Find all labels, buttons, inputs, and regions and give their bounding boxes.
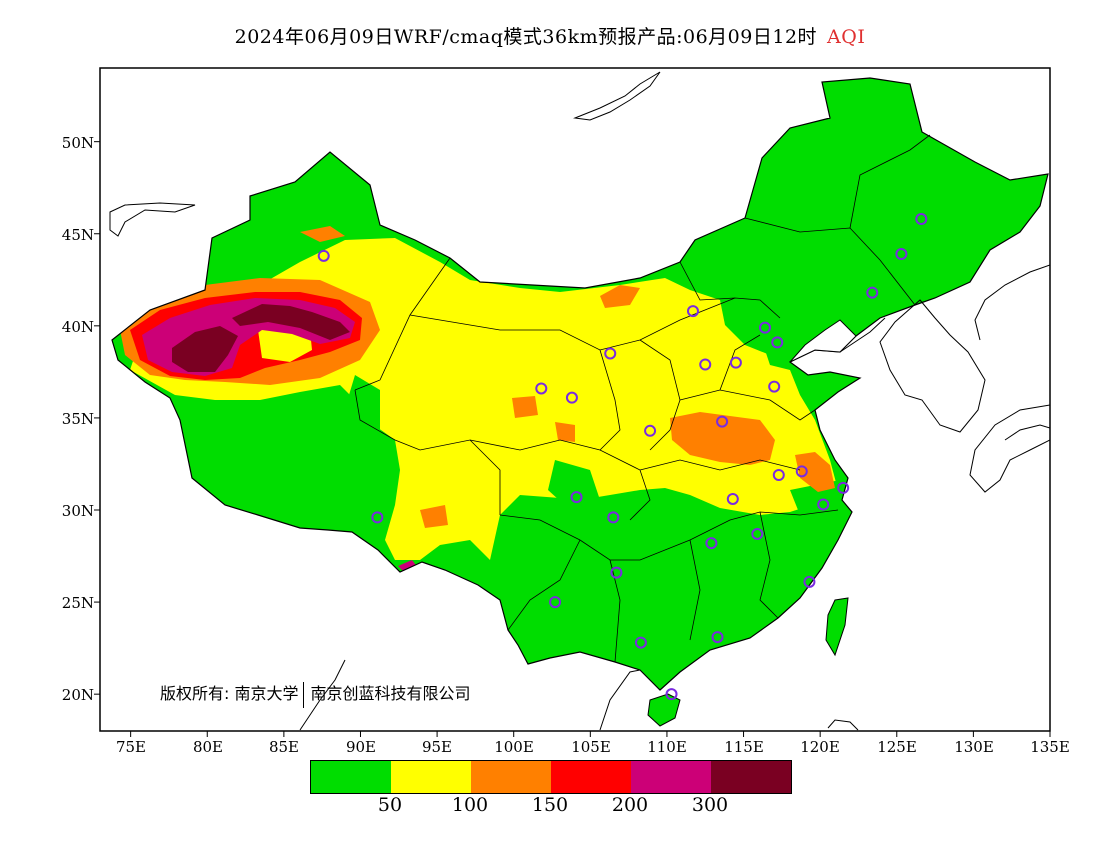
lat-label-45n: 45N	[61, 226, 94, 244]
lon-label-120e: 120E	[800, 738, 840, 756]
hainan-island	[647, 693, 681, 727]
aqi-level-usg-patch	[420, 505, 448, 528]
latitude-ticks	[94, 141, 100, 695]
station-marker	[644, 424, 657, 437]
lon-label-100e: 100E	[494, 738, 534, 756]
legend-threshold-200: 200	[611, 794, 649, 816]
province-boundaries	[354, 134, 931, 663]
lon-label-75e: 75E	[115, 738, 147, 756]
title-text: 2024年06月09日WRF/cmaq模式36km预报产品:06月09日12时	[234, 26, 818, 48]
station-marker	[772, 469, 785, 482]
aqi-level-hazardous	[232, 304, 350, 340]
station-marker	[317, 249, 330, 262]
copyright-notice: 版权所有: 南京大学 南京创蓝科技有限公司	[160, 680, 471, 708]
city-stations	[317, 213, 928, 701]
title-pollutant: AQI	[827, 26, 866, 48]
lon-label-90e: 90E	[345, 738, 377, 756]
aqi-level-usg-patch	[512, 396, 538, 418]
aqi-level-usg-patch	[600, 285, 640, 308]
legend-swatch-usg	[471, 761, 551, 793]
legend-swatch-hazardous	[711, 761, 791, 793]
legend-threshold-100: 100	[451, 794, 489, 816]
aqi-legend-colorbar	[310, 760, 792, 794]
copyright-org-nju: 南京大学	[234, 684, 299, 703]
lat-label-25n: 25N	[61, 594, 94, 612]
bohai-sea	[789, 319, 857, 363]
station-marker	[565, 391, 578, 404]
legend-swatch-unhealthy	[551, 761, 631, 793]
station-marker	[795, 465, 808, 478]
station-marker	[866, 286, 879, 299]
lat-label-35n: 35N	[61, 410, 94, 428]
aqi-level-good-patch	[720, 300, 770, 355]
station-marker	[604, 347, 617, 360]
station-marker	[716, 415, 729, 428]
station-marker	[371, 511, 384, 524]
station-marker	[759, 321, 771, 334]
station-marker	[729, 356, 742, 369]
station-marker	[665, 688, 678, 701]
lon-label-130e: 130E	[954, 738, 994, 756]
lon-label-95e: 95E	[421, 738, 453, 756]
station-marker	[837, 481, 850, 494]
aqi-level-good-patch	[548, 460, 600, 510]
lon-label-110e: 110E	[647, 738, 687, 756]
aqi-level-good-patch	[340, 375, 380, 445]
station-marker	[705, 537, 718, 550]
legend-swatch-very-unhealthy	[631, 761, 711, 793]
taiwan-island	[825, 597, 849, 657]
station-marker	[751, 527, 764, 540]
copyright-org-chuanglan: 南京创蓝科技有限公司	[310, 684, 471, 703]
legend-threshold-50: 50	[377, 794, 403, 816]
station-marker	[699, 358, 712, 371]
station-marker	[895, 248, 908, 261]
station-marker	[803, 575, 816, 588]
longitude-ticks	[130, 731, 1051, 737]
station-marker	[771, 336, 784, 349]
lon-label-80e: 80E	[192, 738, 224, 756]
station-marker	[768, 380, 781, 393]
aqi-level-usg-patch	[555, 422, 575, 442]
aqi-level-usg-central	[670, 412, 775, 465]
station-marker	[549, 596, 562, 609]
aqi-level-usg-patch	[300, 226, 345, 242]
copyright-separator	[302, 681, 304, 708]
station-marker	[607, 511, 620, 524]
china-border	[111, 77, 1049, 691]
station-marker	[610, 566, 623, 579]
legend-swatch-moderate	[391, 761, 471, 793]
map-title: 2024年06月09日WRF/cmaq模式36km预报产品:06月09日12时 A…	[0, 22, 1100, 49]
lon-label-105e: 105E	[571, 738, 611, 756]
legend-threshold-300: 300	[691, 794, 729, 816]
lon-label-115e: 115E	[724, 738, 764, 756]
map-frame	[99, 67, 1051, 732]
aqi-level-good-patch	[790, 480, 845, 540]
neighbour-coastlines	[109, 71, 1050, 731]
lat-label-40n: 40N	[61, 318, 94, 336]
lat-label-50n: 50N	[61, 134, 94, 152]
station-marker	[686, 305, 699, 318]
legend-swatch-good	[311, 761, 391, 793]
aqi-level-usg-east	[795, 452, 835, 492]
lon-label-125e: 125E	[877, 738, 917, 756]
station-marker	[634, 636, 647, 649]
lat-label-30n: 30N	[61, 502, 94, 520]
copyright-owner-label: 版权所有:	[160, 684, 230, 703]
lon-label-135e: 135E	[1030, 738, 1070, 756]
legend-threshold-150: 150	[531, 794, 569, 816]
station-marker	[535, 382, 548, 395]
station-marker	[711, 631, 724, 644]
station-marker	[817, 498, 830, 511]
station-marker	[570, 491, 583, 504]
lon-label-85e: 85E	[268, 738, 300, 756]
station-marker	[726, 492, 739, 505]
station-marker	[915, 213, 928, 226]
lat-label-20n: 20N	[61, 686, 94, 704]
aqi-level-hazardous	[172, 326, 238, 372]
